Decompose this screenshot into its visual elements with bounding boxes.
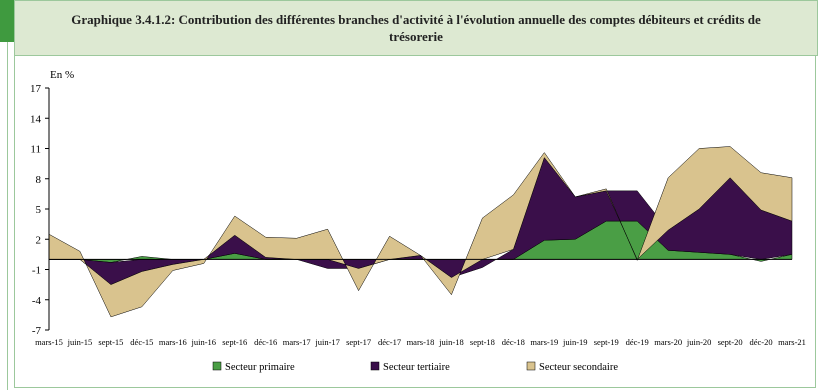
- x-tick-label-10: sept-17: [346, 337, 371, 347]
- legend-swatch-0: [212, 361, 222, 371]
- left-accent-line: [7, 42, 8, 390]
- x-tick-label-20: mars-20: [654, 337, 682, 347]
- y-tick-label-6: 11: [30, 144, 41, 156]
- y-tick-label-8: 17: [30, 83, 42, 95]
- x-tick-label-12: mars-18: [407, 337, 435, 347]
- x-tick-label-22: sept-20: [718, 337, 743, 347]
- y-tick-label-1: -4: [32, 295, 42, 307]
- y-tick-label-0: -7: [32, 325, 42, 337]
- x-tick-label-9: juin-17: [314, 337, 340, 347]
- chart-frame: [14, 0, 816, 388]
- y-axis-label: En %: [50, 69, 74, 81]
- x-tick-label-8: mars-17: [283, 337, 311, 347]
- legend-label-2: Secteur secondaire: [539, 362, 618, 373]
- axes: -7 -4 -1 2 5 8 11 14 17 mars-15 juin-15 sept-15 déc-…: [30, 83, 806, 347]
- legend-swatch-2: [526, 361, 536, 371]
- x-tick-label-6: sept-16: [222, 337, 247, 347]
- y-tick-label-2: -1: [32, 265, 41, 277]
- x-tick-label-17: juin-19: [562, 337, 588, 347]
- x-tick-label-7: déc-16: [254, 337, 277, 347]
- left-accent-bar: [0, 0, 14, 42]
- x-tick-label-14: sept-18: [470, 337, 495, 347]
- y-tick-label-4: 5: [36, 204, 42, 216]
- x-tick-label-18: sept-19: [594, 337, 619, 347]
- y-tick-label-3: 2: [36, 234, 42, 246]
- x-tick-label-1: juin-15: [67, 337, 93, 347]
- x-tick-label-21: juin-20: [686, 337, 712, 347]
- legend-swatch-1: [370, 361, 380, 371]
- x-tick-label-13: juin-18: [438, 337, 464, 347]
- series-area-2: [48, 146, 793, 318]
- x-tick-label-2: sept-15: [98, 337, 123, 347]
- x-tick-label-5: juin-16: [191, 337, 217, 347]
- x-tick-label-15: déc-18: [502, 337, 525, 347]
- x-tick-label-24: mars-21: [778, 337, 806, 347]
- legend-label-1: Secteur tertiaire: [383, 362, 450, 373]
- x-tick-label-23: déc-20: [749, 337, 772, 347]
- x-tick-label-16: mars-19: [530, 337, 558, 347]
- y-tick-label-5: 8: [36, 174, 42, 186]
- y-tick-label-7: 14: [30, 113, 42, 125]
- series-areas: [48, 146, 793, 318]
- x-tick-label-4: mars-16: [159, 337, 187, 347]
- x-tick-label-19: déc-19: [626, 337, 649, 347]
- x-tick-label-11: déc-17: [378, 337, 401, 347]
- legend: Secteur primaire Secteur tertiaire Secteur…: [212, 361, 618, 373]
- x-tick-label-3: déc-15: [130, 337, 153, 347]
- chart-title: Graphique 3.4.1.2: Contribution des diff…: [71, 12, 761, 44]
- legend-label-0: Secteur primaire: [225, 362, 295, 373]
- x-tick-label-0: mars-15: [35, 337, 63, 347]
- chart-title-bar: Graphique 3.4.1.2: Contribution des diff…: [14, 0, 818, 56]
